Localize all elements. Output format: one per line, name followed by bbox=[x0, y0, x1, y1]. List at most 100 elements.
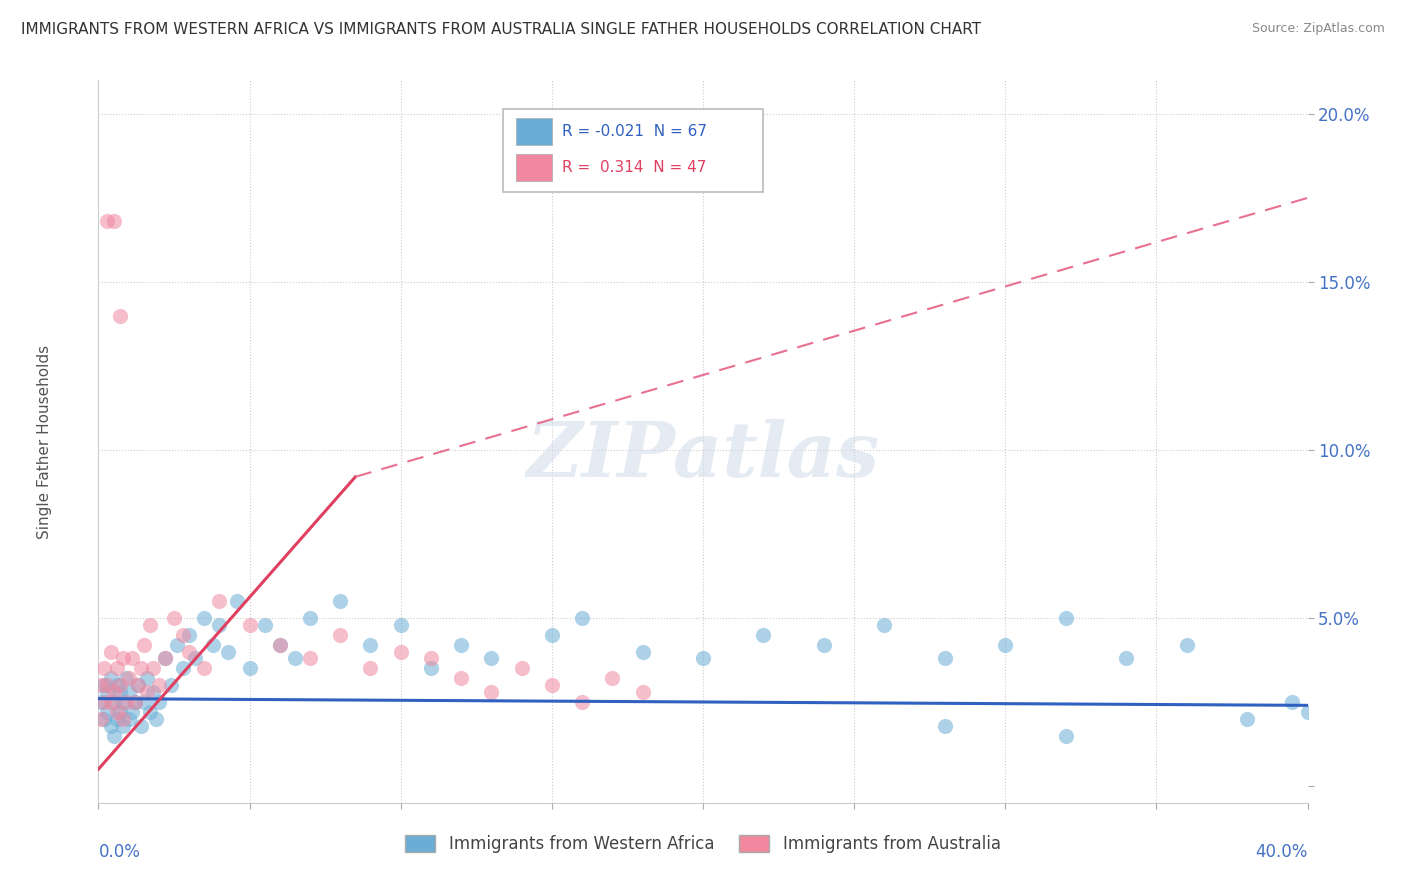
Point bbox=[160, 678, 183, 692]
Point bbox=[389, 644, 412, 658]
Point bbox=[481, 651, 503, 665]
Point bbox=[93, 678, 115, 692]
Point bbox=[121, 651, 143, 665]
Point bbox=[96, 678, 118, 692]
Point bbox=[571, 695, 593, 709]
Point bbox=[631, 644, 654, 658]
Point bbox=[111, 712, 134, 726]
Text: Source: ZipAtlas.com: Source: ZipAtlas.com bbox=[1251, 22, 1385, 36]
Point bbox=[129, 718, 152, 732]
Point bbox=[118, 685, 141, 699]
Point bbox=[100, 644, 122, 658]
Point bbox=[105, 712, 128, 726]
Point bbox=[153, 651, 176, 665]
Point bbox=[329, 594, 352, 608]
Point bbox=[420, 651, 443, 665]
Point bbox=[389, 617, 412, 632]
Point bbox=[118, 672, 141, 686]
Point bbox=[1296, 705, 1319, 719]
Point bbox=[90, 695, 112, 709]
Point bbox=[166, 638, 188, 652]
Point bbox=[108, 678, 131, 692]
Point bbox=[179, 644, 201, 658]
Point bbox=[269, 638, 291, 652]
Point bbox=[360, 661, 382, 675]
FancyBboxPatch shape bbox=[516, 118, 551, 145]
Point bbox=[571, 611, 593, 625]
Point bbox=[127, 678, 149, 692]
Point bbox=[111, 718, 134, 732]
Point bbox=[994, 638, 1017, 652]
Point bbox=[135, 672, 157, 686]
Point bbox=[1281, 695, 1303, 709]
Point bbox=[103, 695, 125, 709]
Text: Single Father Households: Single Father Households bbox=[37, 344, 52, 539]
Point bbox=[239, 661, 262, 675]
Point bbox=[1054, 729, 1077, 743]
Text: IMMIGRANTS FROM WESTERN AFRICA VS IMMIGRANTS FROM AUSTRALIA SINGLE FATHER HOUSEH: IMMIGRANTS FROM WESTERN AFRICA VS IMMIGR… bbox=[21, 22, 981, 37]
Point bbox=[148, 678, 170, 692]
Point bbox=[127, 678, 149, 692]
Point bbox=[118, 712, 141, 726]
Point bbox=[208, 594, 231, 608]
Point bbox=[142, 685, 165, 699]
Point bbox=[540, 678, 562, 692]
Point bbox=[103, 214, 125, 228]
Point bbox=[752, 628, 775, 642]
Point bbox=[139, 617, 162, 632]
Point bbox=[100, 718, 122, 732]
Point bbox=[1175, 638, 1198, 652]
Point bbox=[96, 214, 118, 228]
Point bbox=[129, 661, 152, 675]
Point bbox=[96, 705, 118, 719]
Point bbox=[450, 672, 472, 686]
Point bbox=[934, 651, 956, 665]
Point bbox=[226, 594, 249, 608]
Point bbox=[114, 695, 136, 709]
Point bbox=[93, 695, 115, 709]
Point bbox=[105, 661, 128, 675]
Point bbox=[481, 685, 503, 699]
Point bbox=[540, 628, 562, 642]
Point bbox=[121, 705, 143, 719]
Point bbox=[145, 712, 167, 726]
Point bbox=[124, 695, 146, 709]
Point bbox=[153, 651, 176, 665]
Point bbox=[96, 685, 118, 699]
Point bbox=[105, 678, 128, 692]
Point bbox=[217, 644, 239, 658]
Point bbox=[602, 672, 624, 686]
Point bbox=[114, 672, 136, 686]
Point bbox=[450, 638, 472, 652]
Text: R =  0.314  N = 47: R = 0.314 N = 47 bbox=[561, 161, 706, 175]
Point bbox=[93, 661, 115, 675]
Point bbox=[510, 661, 533, 675]
Point bbox=[108, 309, 131, 323]
Point bbox=[631, 685, 654, 699]
Point bbox=[139, 705, 162, 719]
Point bbox=[142, 661, 165, 675]
FancyBboxPatch shape bbox=[516, 154, 551, 181]
Point bbox=[1054, 611, 1077, 625]
Point bbox=[100, 695, 122, 709]
Point bbox=[202, 638, 225, 652]
Point bbox=[90, 712, 112, 726]
Point bbox=[1115, 651, 1137, 665]
Point bbox=[179, 628, 201, 642]
Point bbox=[253, 617, 276, 632]
Point bbox=[420, 661, 443, 675]
Point bbox=[148, 695, 170, 709]
Point bbox=[813, 638, 835, 652]
Point bbox=[105, 705, 128, 719]
Point bbox=[163, 611, 186, 625]
Point bbox=[299, 611, 322, 625]
Point bbox=[132, 638, 155, 652]
Point bbox=[124, 695, 146, 709]
FancyBboxPatch shape bbox=[503, 109, 763, 193]
Point bbox=[193, 661, 215, 675]
Point bbox=[1236, 712, 1258, 726]
Point bbox=[108, 685, 131, 699]
Point bbox=[111, 651, 134, 665]
Point bbox=[172, 628, 194, 642]
Point bbox=[103, 685, 125, 699]
